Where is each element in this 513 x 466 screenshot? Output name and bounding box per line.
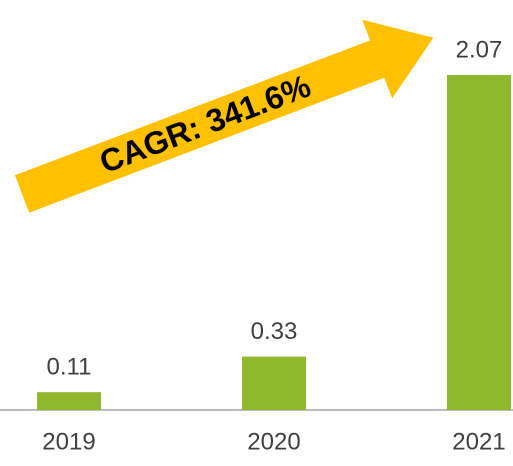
x-tick-label: 2019: [42, 428, 95, 455]
cagr-arrow: [14, 19, 434, 213]
data-label: 2.07: [456, 36, 503, 63]
bar: [37, 392, 101, 410]
x-tick-label: 2021: [452, 428, 505, 455]
data-label: 0.33: [251, 318, 298, 345]
data-label: 0.11: [47, 354, 92, 381]
bar: [242, 356, 306, 410]
bar: [447, 75, 511, 410]
cagr-label: CAGR: 341.6%: [95, 68, 316, 181]
x-tick-label: 2020: [247, 428, 300, 455]
cagr-arrow-group: CAGR: 341.6%: [14, 19, 434, 213]
